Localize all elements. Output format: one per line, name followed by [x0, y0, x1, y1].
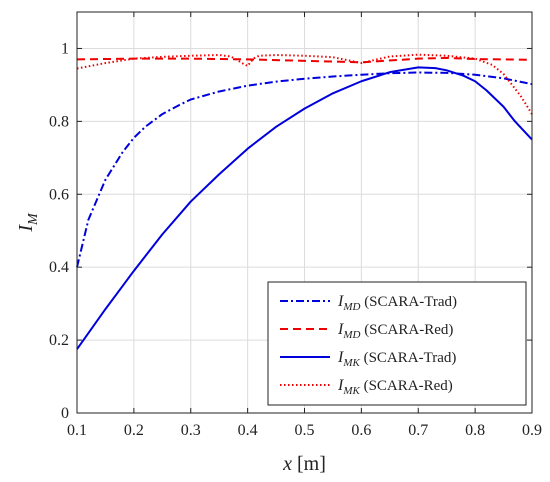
legend-box [267, 281, 527, 406]
legend-label-0: IMD (SCARA-Trad) [337, 293, 457, 313]
series-line-0 [76, 71, 533, 268]
x-tick-label-3: 0.4 [238, 422, 258, 439]
axis-labels: x [m] IM [15, 212, 326, 475]
legend-label-1: IMD (SCARA-Red) [337, 321, 453, 341]
series-line-1 [76, 56, 533, 64]
y-tick-label-4: 0.8 [49, 113, 69, 130]
series-line-2 [76, 66, 533, 350]
legend-label-2: IMK (SCARA-Trad) [337, 349, 456, 369]
x-tick-label-1: 0.2 [124, 422, 144, 439]
x-tick-label-0: 0.1 [67, 422, 87, 439]
x-axis-symbol: x [282, 453, 292, 475]
y-tick-label-5: 1 [61, 40, 69, 57]
legend-symbol-0: I [337, 293, 344, 310]
legend-subscript-3: MK [342, 385, 360, 397]
legend-subscript-0: MD [342, 301, 360, 313]
x-axis-unit: [m] [292, 453, 326, 475]
y-tick-label-0: 0 [61, 405, 69, 422]
x-tick-label-4: 0.5 [295, 422, 315, 439]
y-axis-label: IM [15, 212, 41, 233]
x-tick-label-2: 0.3 [181, 422, 201, 439]
legend-label-3: IMK (SCARA-Red) [337, 377, 453, 397]
legend-suffix-0: (SCARA-Trad) [360, 294, 457, 310]
x-tick-label-7: 0.8 [465, 422, 485, 439]
y-axis-subscript: M [26, 212, 41, 226]
legend-suffix-2: (SCARA-Trad) [360, 350, 457, 366]
legend-suffix-3: (SCARA-Red) [360, 378, 453, 394]
legend-subscript-2: MK [342, 357, 360, 369]
x-tick-label-6: 0.7 [408, 422, 428, 439]
x-tick-label-8: 0.9 [522, 422, 542, 439]
y-tick-label-1: 0.2 [49, 332, 69, 349]
x-axis-label: x [m] [282, 453, 326, 475]
series-group [76, 53, 533, 350]
legend-symbol-1: I [337, 321, 344, 338]
grid [76, 12, 533, 414]
y-tick-label-2: 0.4 [49, 259, 69, 276]
legend-symbol-3: I [337, 377, 344, 394]
legend-suffix-1: (SCARA-Red) [360, 322, 453, 338]
legend-symbol-2: I [337, 349, 344, 366]
legend: IMD (SCARA-Trad)IMD (SCARA-Red)IMK (SCAR… [267, 281, 527, 406]
y-tick-label-3: 0.6 [49, 186, 69, 203]
x-tick-label-5: 0.6 [351, 422, 371, 439]
legend-subscript-1: MD [342, 329, 360, 341]
y-axis-symbol: I [15, 224, 37, 233]
ticks-group: 0.1 0.2 0.3 0.4 0.5 0.6 0.7 0.8 0.9 0 0.2 0.4 0.6 0.8… [49, 12, 542, 439]
